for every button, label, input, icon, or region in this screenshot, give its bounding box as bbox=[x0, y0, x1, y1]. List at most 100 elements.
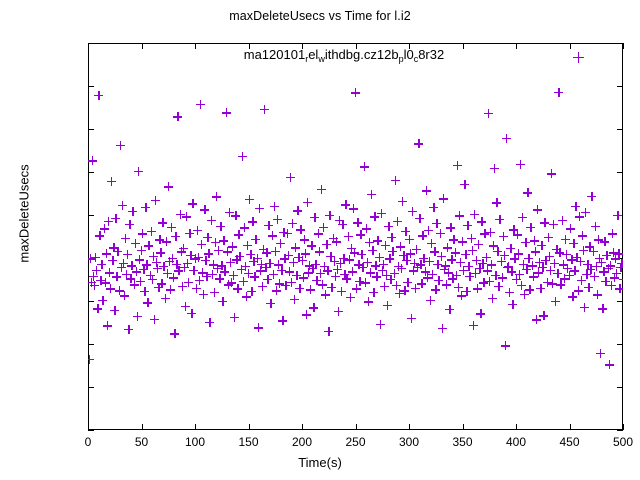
data-point bbox=[98, 295, 108, 305]
data-point bbox=[227, 242, 237, 252]
data-point bbox=[395, 242, 405, 252]
data-point bbox=[273, 260, 283, 270]
data-point bbox=[131, 267, 141, 277]
data-point bbox=[470, 268, 480, 278]
data-point bbox=[257, 281, 267, 291]
y-tick-mark bbox=[88, 301, 94, 302]
data-point bbox=[614, 249, 623, 259]
data-point bbox=[340, 269, 350, 279]
data-point bbox=[551, 296, 561, 306]
data-point bbox=[407, 207, 417, 217]
data-point bbox=[113, 246, 123, 256]
data-point bbox=[584, 282, 594, 292]
data-point bbox=[353, 218, 363, 228]
data-point bbox=[230, 312, 240, 322]
data-point bbox=[404, 234, 414, 244]
data-point bbox=[541, 256, 551, 266]
data-point bbox=[176, 247, 186, 257]
data-point bbox=[89, 281, 99, 291]
data-point bbox=[518, 259, 528, 269]
data-point bbox=[421, 186, 431, 196]
data-point bbox=[193, 252, 203, 262]
data-point bbox=[160, 293, 170, 303]
data-point bbox=[189, 265, 199, 275]
data-point bbox=[452, 160, 462, 170]
data-point bbox=[586, 264, 596, 274]
data-point bbox=[196, 239, 206, 249]
data-point bbox=[327, 282, 337, 292]
data-points-layer bbox=[88, 43, 623, 430]
data-point bbox=[603, 263, 613, 273]
data-point bbox=[597, 257, 607, 267]
data-point bbox=[420, 267, 430, 277]
data-point bbox=[609, 273, 619, 283]
data-point bbox=[210, 238, 220, 248]
data-point bbox=[441, 280, 451, 290]
data-point bbox=[384, 221, 394, 231]
data-point bbox=[450, 248, 460, 258]
data-point bbox=[516, 281, 526, 291]
x-tick-mark bbox=[409, 43, 410, 49]
x-tick-mark bbox=[302, 424, 303, 430]
data-point bbox=[304, 261, 314, 271]
data-point bbox=[211, 192, 221, 202]
data-point bbox=[235, 251, 245, 261]
data-point bbox=[199, 289, 209, 299]
x-tick-mark bbox=[302, 43, 303, 49]
data-point bbox=[224, 207, 234, 217]
x-tick-mark bbox=[462, 424, 464, 430]
data-point bbox=[472, 284, 482, 294]
data-point bbox=[485, 227, 495, 237]
data-point bbox=[374, 252, 384, 262]
data-point bbox=[270, 246, 280, 256]
data-point bbox=[405, 249, 415, 259]
data-point bbox=[417, 279, 427, 289]
data-point bbox=[355, 276, 365, 286]
data-point bbox=[107, 176, 117, 186]
data-point bbox=[422, 273, 432, 283]
x-tick-label: 450 bbox=[559, 435, 580, 449]
y-tick-mark bbox=[88, 430, 94, 431]
data-point bbox=[201, 256, 211, 266]
x-tick-mark bbox=[623, 43, 624, 49]
data-point bbox=[233, 284, 243, 294]
data-point bbox=[311, 259, 321, 269]
data-point bbox=[539, 311, 549, 321]
data-point bbox=[558, 260, 568, 270]
data-point bbox=[546, 169, 556, 179]
data-point bbox=[314, 247, 324, 257]
data-point bbox=[88, 271, 98, 281]
data-point bbox=[448, 274, 458, 284]
data-point bbox=[475, 263, 485, 273]
data-point bbox=[589, 271, 599, 281]
data-point bbox=[592, 290, 602, 300]
data-point bbox=[96, 275, 106, 285]
data-point bbox=[144, 241, 154, 251]
data-point bbox=[316, 184, 326, 194]
data-point bbox=[530, 247, 540, 257]
data-point bbox=[117, 201, 127, 211]
data-point bbox=[135, 276, 145, 286]
data-point bbox=[497, 273, 507, 283]
data-point bbox=[319, 262, 329, 272]
data-point bbox=[561, 250, 571, 260]
data-point bbox=[464, 262, 474, 272]
x-tick-label: 50 bbox=[134, 435, 149, 449]
data-point bbox=[501, 133, 511, 143]
data-point bbox=[400, 286, 410, 296]
data-point bbox=[500, 341, 510, 351]
data-point bbox=[254, 203, 264, 213]
data-point bbox=[180, 301, 190, 311]
data-point bbox=[187, 308, 197, 318]
data-point bbox=[253, 323, 263, 333]
data-point bbox=[103, 216, 113, 226]
data-point bbox=[183, 258, 192, 268]
data-point bbox=[145, 270, 155, 280]
data-point bbox=[101, 249, 111, 259]
data-point bbox=[468, 320, 478, 330]
data-point bbox=[242, 240, 252, 250]
y-tick-mark bbox=[617, 172, 623, 173]
data-point bbox=[424, 256, 434, 266]
data-point bbox=[93, 304, 103, 314]
data-point bbox=[433, 259, 443, 269]
